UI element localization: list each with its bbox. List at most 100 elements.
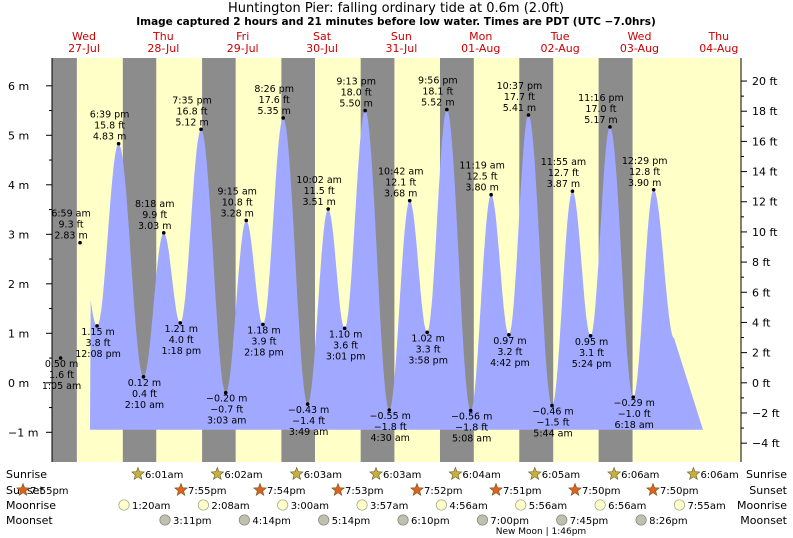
sunset-time: 7:55pm xyxy=(30,486,69,497)
left-tick-label: 4 m xyxy=(8,179,29,192)
tide-height-m: 3.28 m xyxy=(221,208,254,219)
tide-height-ft: −1.8 ft xyxy=(455,423,488,434)
tide-height-ft: 9.9 ft xyxy=(142,210,167,221)
left-tick-label: −1 m xyxy=(8,426,38,439)
tide-height-m: 3.03 m xyxy=(138,221,171,232)
tide-height-ft: 9.3 ft xyxy=(59,220,84,231)
day-of-week: Sat xyxy=(313,30,332,43)
tide-point xyxy=(363,108,367,113)
tide-height-ft: 17.7 ft xyxy=(504,92,535,103)
right-tick-label: 6 ft xyxy=(752,286,771,299)
row-label-moonrise: Moonrise xyxy=(6,499,56,512)
sunset-icon xyxy=(410,482,424,496)
tide-point xyxy=(326,207,330,211)
tide-height-m: 5.52 m xyxy=(421,98,454,109)
moonrise-icon xyxy=(197,499,209,511)
moonrise-icon xyxy=(594,499,606,511)
moonset-time: 3:11pm xyxy=(173,516,212,527)
tide-height-ft: 15.8 ft xyxy=(94,121,125,132)
tide-time: 5:08 am xyxy=(452,434,491,445)
moonrise-time: 6:56am xyxy=(608,501,646,512)
tide-height-ft: 12.7 ft xyxy=(548,168,579,179)
tide-height-m: 2.83 m xyxy=(54,231,87,242)
moonset-icon xyxy=(635,514,647,526)
astronomy-rows: SunriseSunriseSunsetSunsetMoonriseMoonri… xyxy=(6,466,788,537)
sunrise-time: 6:03am xyxy=(383,470,421,481)
tide-height-ft: 18.1 ft xyxy=(422,87,453,98)
moonset-icon xyxy=(476,514,488,526)
day-date: 28-Jul xyxy=(147,42,179,55)
tide-height-m: 5.50 m xyxy=(339,99,372,110)
sunrise-time: 6:03am xyxy=(304,470,342,481)
right-tick-label: 16 ft xyxy=(752,135,778,148)
tide-time: 6:18 am xyxy=(615,420,654,431)
left-tick-label: 5 m xyxy=(8,129,29,142)
sunrise-time: 6:02am xyxy=(224,470,262,481)
tide-time: 8:26 pm xyxy=(254,84,294,95)
tide-point xyxy=(95,324,99,328)
sunrise-time: 6:06am xyxy=(700,470,738,481)
tide-height-ft: −1.4 ft xyxy=(292,416,325,427)
sunrise-icon xyxy=(210,466,225,480)
tide-time: 12:08 pm xyxy=(75,349,121,360)
tide-point xyxy=(570,189,575,194)
sunrise-time: 6:01am xyxy=(145,470,183,481)
left-tick-label: 6 m xyxy=(8,80,29,93)
row-label-moonset: Moonset xyxy=(6,514,53,527)
tide-height-ft: 12.8 ft xyxy=(629,167,660,178)
moonrise-icon xyxy=(118,499,130,511)
day-of-week: Wed xyxy=(627,30,651,43)
tide-point xyxy=(526,113,531,117)
day-date: 27-Jul xyxy=(68,42,100,55)
tide-point xyxy=(199,127,203,132)
day-of-week: Tue xyxy=(550,30,570,43)
tide-time: 11:55 am xyxy=(541,157,586,168)
sunset-icon xyxy=(16,482,30,496)
sunrise-icon xyxy=(289,466,304,480)
tide-height-m: 0.97 m xyxy=(493,336,526,347)
tide-height-ft: 18.0 ft xyxy=(341,88,372,99)
sunset-icon xyxy=(174,482,188,496)
left-tick-label: 3 m xyxy=(8,228,29,241)
left-tick-label: 0 m xyxy=(8,377,29,390)
day-date: 29-Jul xyxy=(227,42,259,55)
day-of-week: Fri xyxy=(236,30,249,43)
tide-time: 10:37 pm xyxy=(497,81,543,92)
tide-point xyxy=(507,332,511,337)
tide-height-m: 3.51 m xyxy=(302,197,335,208)
night-band xyxy=(52,58,77,462)
tide-height-ft: 3.2 ft xyxy=(497,347,522,358)
moonrise-time: 3:57am xyxy=(370,501,408,512)
tide-height-m: −0.43 m xyxy=(288,405,329,416)
right-tick-label: 10 ft xyxy=(752,226,778,239)
day-of-week: Sun xyxy=(391,30,412,43)
moonset-time: 7:00pm xyxy=(490,516,529,527)
tide-height-m: −0.46 m xyxy=(532,407,573,418)
tide-time: 12:29 pm xyxy=(622,156,668,167)
tide-height-m: −0.56 m xyxy=(451,412,492,423)
tide-height-m: 5.41 m xyxy=(503,103,536,114)
sunrise-icon xyxy=(607,466,622,480)
tide-height-m: 1.21 m xyxy=(165,324,198,335)
tide-height-ft: 17.0 ft xyxy=(585,104,616,115)
moonset-time: 6:10pm xyxy=(411,516,450,527)
tide-height-ft: 10.8 ft xyxy=(222,197,253,208)
tide-extremes: 0.50 m1.6 ft1:05 am 6:59 am9.3 ft2.83 m 1.… xyxy=(42,76,668,445)
tide-time: 9:15 am xyxy=(218,186,257,197)
tide-height-m: −0.55 m xyxy=(370,411,411,422)
tide-time: 2:10 am xyxy=(125,400,164,411)
tide-time: 3:01 pm xyxy=(326,351,366,362)
left-axis-meters: −1 m 0 m 1 m 2 m 3 m 4 m 5 m 6 m xyxy=(8,58,53,462)
right-tick-label: 12 ft xyxy=(752,196,778,209)
day-date: 04-Aug xyxy=(699,42,738,55)
sunrise-time: 6:04am xyxy=(462,470,500,481)
tide-height-ft: 1.6 ft xyxy=(49,370,74,381)
tide-point xyxy=(78,240,82,245)
tide-height-ft: −1.5 ft xyxy=(537,418,570,429)
chart-subtitle: Image captured 2 hours and 21 minutes be… xyxy=(136,16,656,28)
tide-height-m: 3.68 m xyxy=(384,189,417,200)
right-tick-label: 2 ft xyxy=(752,347,771,360)
tide-point xyxy=(178,321,183,325)
tide-time: 1:18 pm xyxy=(161,346,201,357)
sunset-icon xyxy=(646,482,660,496)
